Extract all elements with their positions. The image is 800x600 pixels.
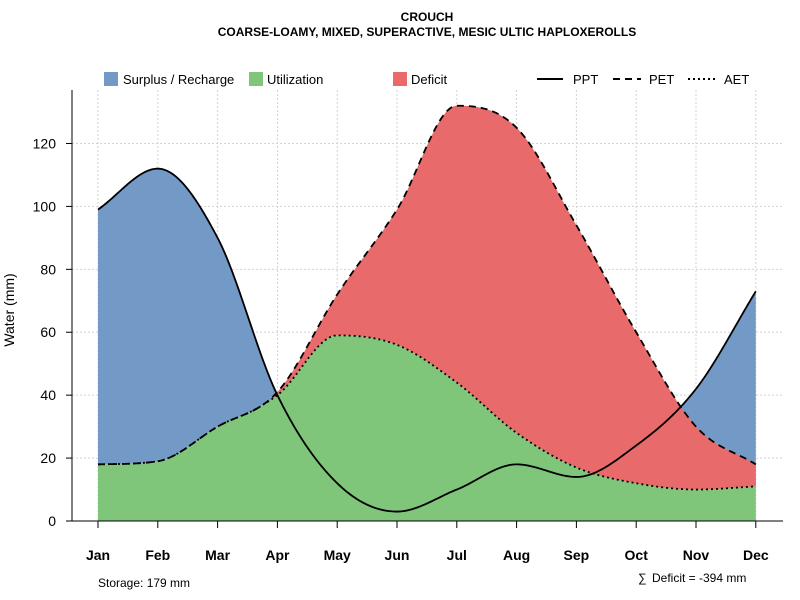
x-tick-label-dec: Dec — [743, 547, 769, 563]
axes: 0 20 40 60 80 100 120 Jan Feb Mar Apr May Jun Jul Aug S… — [33, 90, 783, 563]
deficit-sum-symbol: ∑ — [638, 571, 647, 585]
x-tick-label-mar: Mar — [205, 547, 230, 563]
x-tick-label-may: May — [324, 547, 351, 563]
x-tick-label-apr: Apr — [265, 547, 290, 563]
x-tick-label-jun: Jun — [385, 547, 410, 563]
legend-label-utilization: Utilization — [267, 72, 323, 87]
legend-swatch-utilization — [249, 72, 263, 86]
y-axis-title: Water (mm) — [1, 273, 17, 346]
x-tick-label-feb: Feb — [145, 547, 170, 563]
legend-label-pet: PET — [649, 72, 674, 87]
deficit-annotation: Deficit = -394 mm — [652, 571, 746, 585]
x-tick-label-nov: Nov — [683, 547, 710, 563]
area-fills — [98, 105, 756, 521]
storage-annotation: Storage: 179 mm — [98, 576, 190, 590]
x-tick-label-jan: Jan — [86, 547, 110, 563]
legend-label-surplus: Surplus / Recharge — [123, 72, 234, 87]
legend: Surplus / Recharge Utilization Deficit P… — [104, 72, 749, 87]
y-tick-label-6: 120 — [33, 135, 57, 151]
chart-title: CROUCH — [401, 10, 454, 24]
legend-label-deficit: Deficit — [411, 72, 448, 87]
y-tick-label-0: 0 — [48, 513, 56, 529]
legend-swatch-deficit — [393, 72, 407, 86]
y-tick-label-4: 80 — [40, 261, 56, 277]
x-tick-label-jul: Jul — [447, 547, 467, 563]
legend-label-aet: AET — [724, 72, 749, 87]
x-tick-label-aug: Aug — [503, 547, 530, 563]
x-tick-label-oct: Oct — [625, 547, 649, 563]
x-tick-label-sep: Sep — [564, 547, 590, 563]
series-lines — [97, 104, 757, 513]
y-tick-label-2: 40 — [40, 387, 56, 403]
chart-subtitle: COARSE-LOAMY, MIXED, SUPERACTIVE, MESIC … — [218, 25, 636, 39]
legend-label-ppt: PPT — [573, 72, 598, 87]
y-tick-label-3: 60 — [40, 324, 56, 340]
legend-swatch-surplus — [104, 72, 118, 86]
area-deficit — [98, 105, 756, 490]
series-line-ppt — [97, 167, 757, 513]
y-tick-label-5: 100 — [33, 198, 57, 214]
y-tick-label-1: 20 — [40, 450, 56, 466]
